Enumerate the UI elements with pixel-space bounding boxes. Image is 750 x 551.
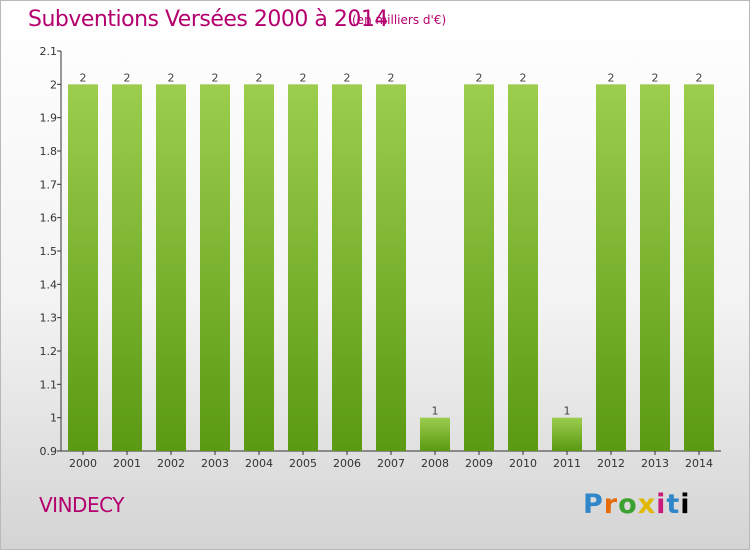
bar-value-label: 2 <box>476 71 483 84</box>
y-tick-label: 1.5 <box>40 245 58 258</box>
x-tick-label: 2011 <box>553 457 581 470</box>
bar <box>552 417 582 451</box>
x-tick-label: 2007 <box>377 457 405 470</box>
bar <box>156 84 186 451</box>
bar <box>376 84 406 451</box>
x-tick-label: 2008 <box>421 457 449 470</box>
x-tick-label: 2001 <box>113 457 141 470</box>
chart-subtitle: (en milliers d'€) <box>352 13 447 27</box>
bar <box>288 84 318 451</box>
x-tick-label: 2009 <box>465 457 493 470</box>
bar-value-label: 2 <box>344 71 351 84</box>
logo-letter: t <box>666 489 681 520</box>
x-tick-label: 2006 <box>333 457 361 470</box>
logo-letter: o <box>618 489 638 520</box>
x-tick-label: 2000 <box>69 457 97 470</box>
bar-value-label: 2 <box>124 71 131 84</box>
y-tick-label: 1.2 <box>40 345 58 358</box>
bar-value-label: 2 <box>388 71 395 84</box>
y-tick-label: 1.8 <box>40 145 58 158</box>
y-tick-label: 1.1 <box>40 378 58 391</box>
x-tick-label: 2014 <box>685 457 713 470</box>
bar <box>508 84 538 451</box>
bar <box>332 84 362 451</box>
y-tick-label: 1.9 <box>40 112 58 125</box>
bar <box>640 84 670 451</box>
x-tick-label: 2012 <box>597 457 625 470</box>
bar-value-label: 2 <box>696 71 703 84</box>
bar <box>68 84 98 451</box>
x-tick-label: 2002 <box>157 457 185 470</box>
bar-value-label: 1 <box>564 405 571 418</box>
bar <box>596 84 626 451</box>
logo-letter: x <box>637 489 657 520</box>
logo-letter: r <box>603 489 619 520</box>
x-tick-label: 2010 <box>509 457 537 470</box>
y-tick-label: 1.6 <box>40 212 58 225</box>
proxiti-logo: Proxiti <box>583 489 691 520</box>
bar <box>420 417 450 451</box>
bar <box>244 84 274 451</box>
bar-value-label: 2 <box>80 71 87 84</box>
y-tick-label: 1.3 <box>40 312 58 325</box>
bar-value-label: 2 <box>212 71 219 84</box>
x-tick-label: 2004 <box>245 457 273 470</box>
chart-title: Subventions Versées 2000 à 2014 <box>28 7 388 32</box>
bar-value-label: 2 <box>300 71 307 84</box>
bar-value-label: 2 <box>168 71 175 84</box>
y-tick-label: 1.4 <box>40 278 58 291</box>
bar-value-label: 1 <box>432 405 439 418</box>
bar-value-label: 2 <box>608 71 615 84</box>
place-name: VINDECY <box>39 493 124 517</box>
bar-value-label: 2 <box>652 71 659 84</box>
x-tick-label: 2013 <box>641 457 669 470</box>
y-tick-label: 1 <box>50 412 57 425</box>
bar <box>684 84 714 451</box>
y-tick-label: 1.7 <box>40 178 58 191</box>
bar <box>112 84 142 451</box>
bar <box>464 84 494 451</box>
y-tick-label: 0.9 <box>40 445 58 458</box>
x-tick-label: 2005 <box>289 457 317 470</box>
logo-letter: P <box>583 489 604 520</box>
logo-letter: i <box>656 489 667 520</box>
y-tick-label: 2.1 <box>40 45 58 58</box>
bar-value-label: 2 <box>256 71 263 84</box>
y-tick-label: 2 <box>50 78 57 91</box>
logo-letter: i <box>680 489 691 520</box>
bar <box>200 84 230 451</box>
bar-value-label: 2 <box>520 71 527 84</box>
x-tick-label: 2003 <box>201 457 229 470</box>
